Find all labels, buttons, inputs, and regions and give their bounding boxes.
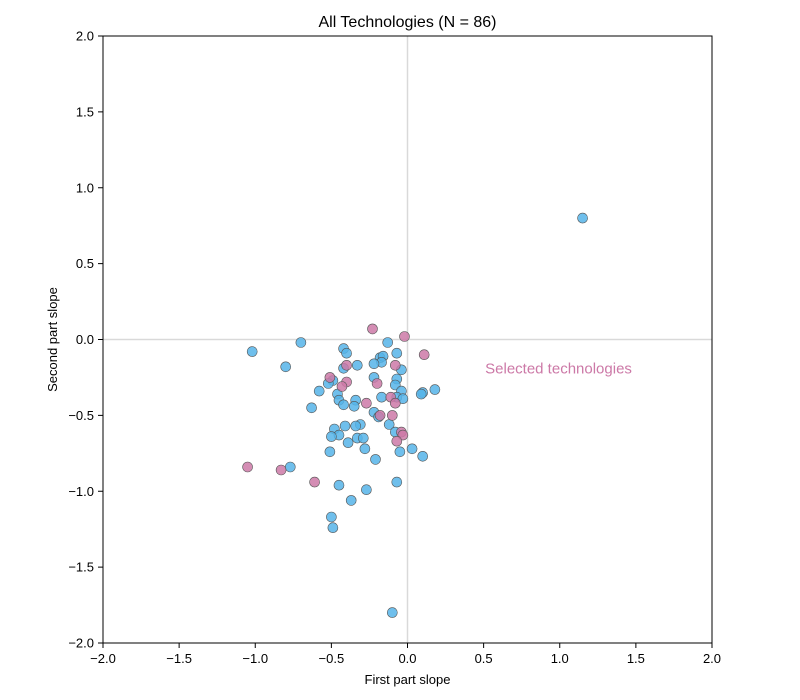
data-point xyxy=(406,443,418,455)
data-point xyxy=(399,331,410,342)
x-axis-ticks: −2.0 −1.5 −1.0 −0.5 0.0 0.5 1.0 1.5 2.0 xyxy=(90,643,721,666)
x-tick-label: −2.0 xyxy=(90,651,116,666)
y-tick-label: 0.5 xyxy=(76,256,94,271)
y-tick-label: 0.0 xyxy=(76,332,94,347)
data-point xyxy=(333,479,345,491)
data-point xyxy=(338,399,349,411)
x-tick-label: 1.0 xyxy=(551,651,569,666)
data-point xyxy=(376,391,387,403)
data-point xyxy=(371,378,383,389)
x-tick-label: 0.5 xyxy=(475,651,493,666)
data-point xyxy=(345,495,357,506)
data-point xyxy=(324,446,336,458)
y-tick-label: 1.5 xyxy=(76,104,94,119)
data-point xyxy=(370,454,381,465)
data-point xyxy=(418,349,430,361)
y-tick-label: −2.0 xyxy=(68,636,94,651)
data-point xyxy=(324,372,336,383)
data-point xyxy=(246,346,258,357)
data-point xyxy=(391,435,403,447)
data-point xyxy=(361,484,372,496)
x-tick-label: −1.0 xyxy=(242,651,268,666)
data-point xyxy=(280,361,292,373)
data-point xyxy=(342,437,354,449)
x-tick-label: −0.5 xyxy=(319,651,345,666)
data-point xyxy=(382,337,394,348)
data-point xyxy=(389,397,401,409)
data-point xyxy=(350,420,362,432)
data-point xyxy=(374,410,386,421)
y-axis-ticks: −2.0 −1.5 −1.0 −0.5 0.0 0.5 1.0 1.5 2.0 xyxy=(68,29,103,651)
data-point xyxy=(306,402,317,414)
data-point xyxy=(386,607,398,618)
y-axis-label: Second part slope xyxy=(45,287,60,392)
data-point xyxy=(391,347,403,359)
y-tick-label: −1.0 xyxy=(68,484,94,499)
data-point xyxy=(415,388,427,400)
x-tick-label: 2.0 xyxy=(703,651,721,666)
data-point xyxy=(242,461,253,473)
data-point xyxy=(336,381,348,392)
data-point xyxy=(275,464,287,476)
data-point xyxy=(341,359,352,371)
selected-technologies-annotation: Selected technologies xyxy=(485,360,632,377)
data-point xyxy=(361,397,372,409)
y-tick-label: −0.5 xyxy=(68,408,94,423)
x-axis-label: First part slope xyxy=(365,672,451,687)
data-point xyxy=(341,347,352,359)
y-tick-label: 1.0 xyxy=(76,180,94,195)
data-point xyxy=(327,522,339,534)
data-point xyxy=(391,476,403,488)
y-tick-label: 2.0 xyxy=(76,29,94,44)
data-point xyxy=(577,212,588,224)
chart-title: All Technologies (N = 86) xyxy=(318,14,496,31)
data-point xyxy=(367,323,378,335)
data-point xyxy=(359,443,371,455)
data-point xyxy=(284,461,296,473)
data-point xyxy=(326,511,337,523)
data-point xyxy=(394,446,406,458)
data-point xyxy=(368,358,380,370)
x-tick-label: 0.0 xyxy=(398,651,416,666)
data-point xyxy=(386,410,398,421)
x-tick-label: −1.5 xyxy=(166,651,192,666)
data-point xyxy=(313,385,325,397)
data-point xyxy=(348,400,360,412)
data-point xyxy=(326,431,337,442)
data-point xyxy=(429,384,441,395)
data-point xyxy=(309,476,320,488)
scatter-points xyxy=(242,212,588,618)
data-point xyxy=(295,337,307,348)
data-point xyxy=(417,450,429,462)
data-point xyxy=(339,420,351,432)
data-point xyxy=(389,359,401,371)
y-tick-label: −1.5 xyxy=(68,560,94,575)
x-tick-label: 1.5 xyxy=(627,651,645,666)
data-point xyxy=(351,359,363,371)
data-point xyxy=(357,432,369,444)
